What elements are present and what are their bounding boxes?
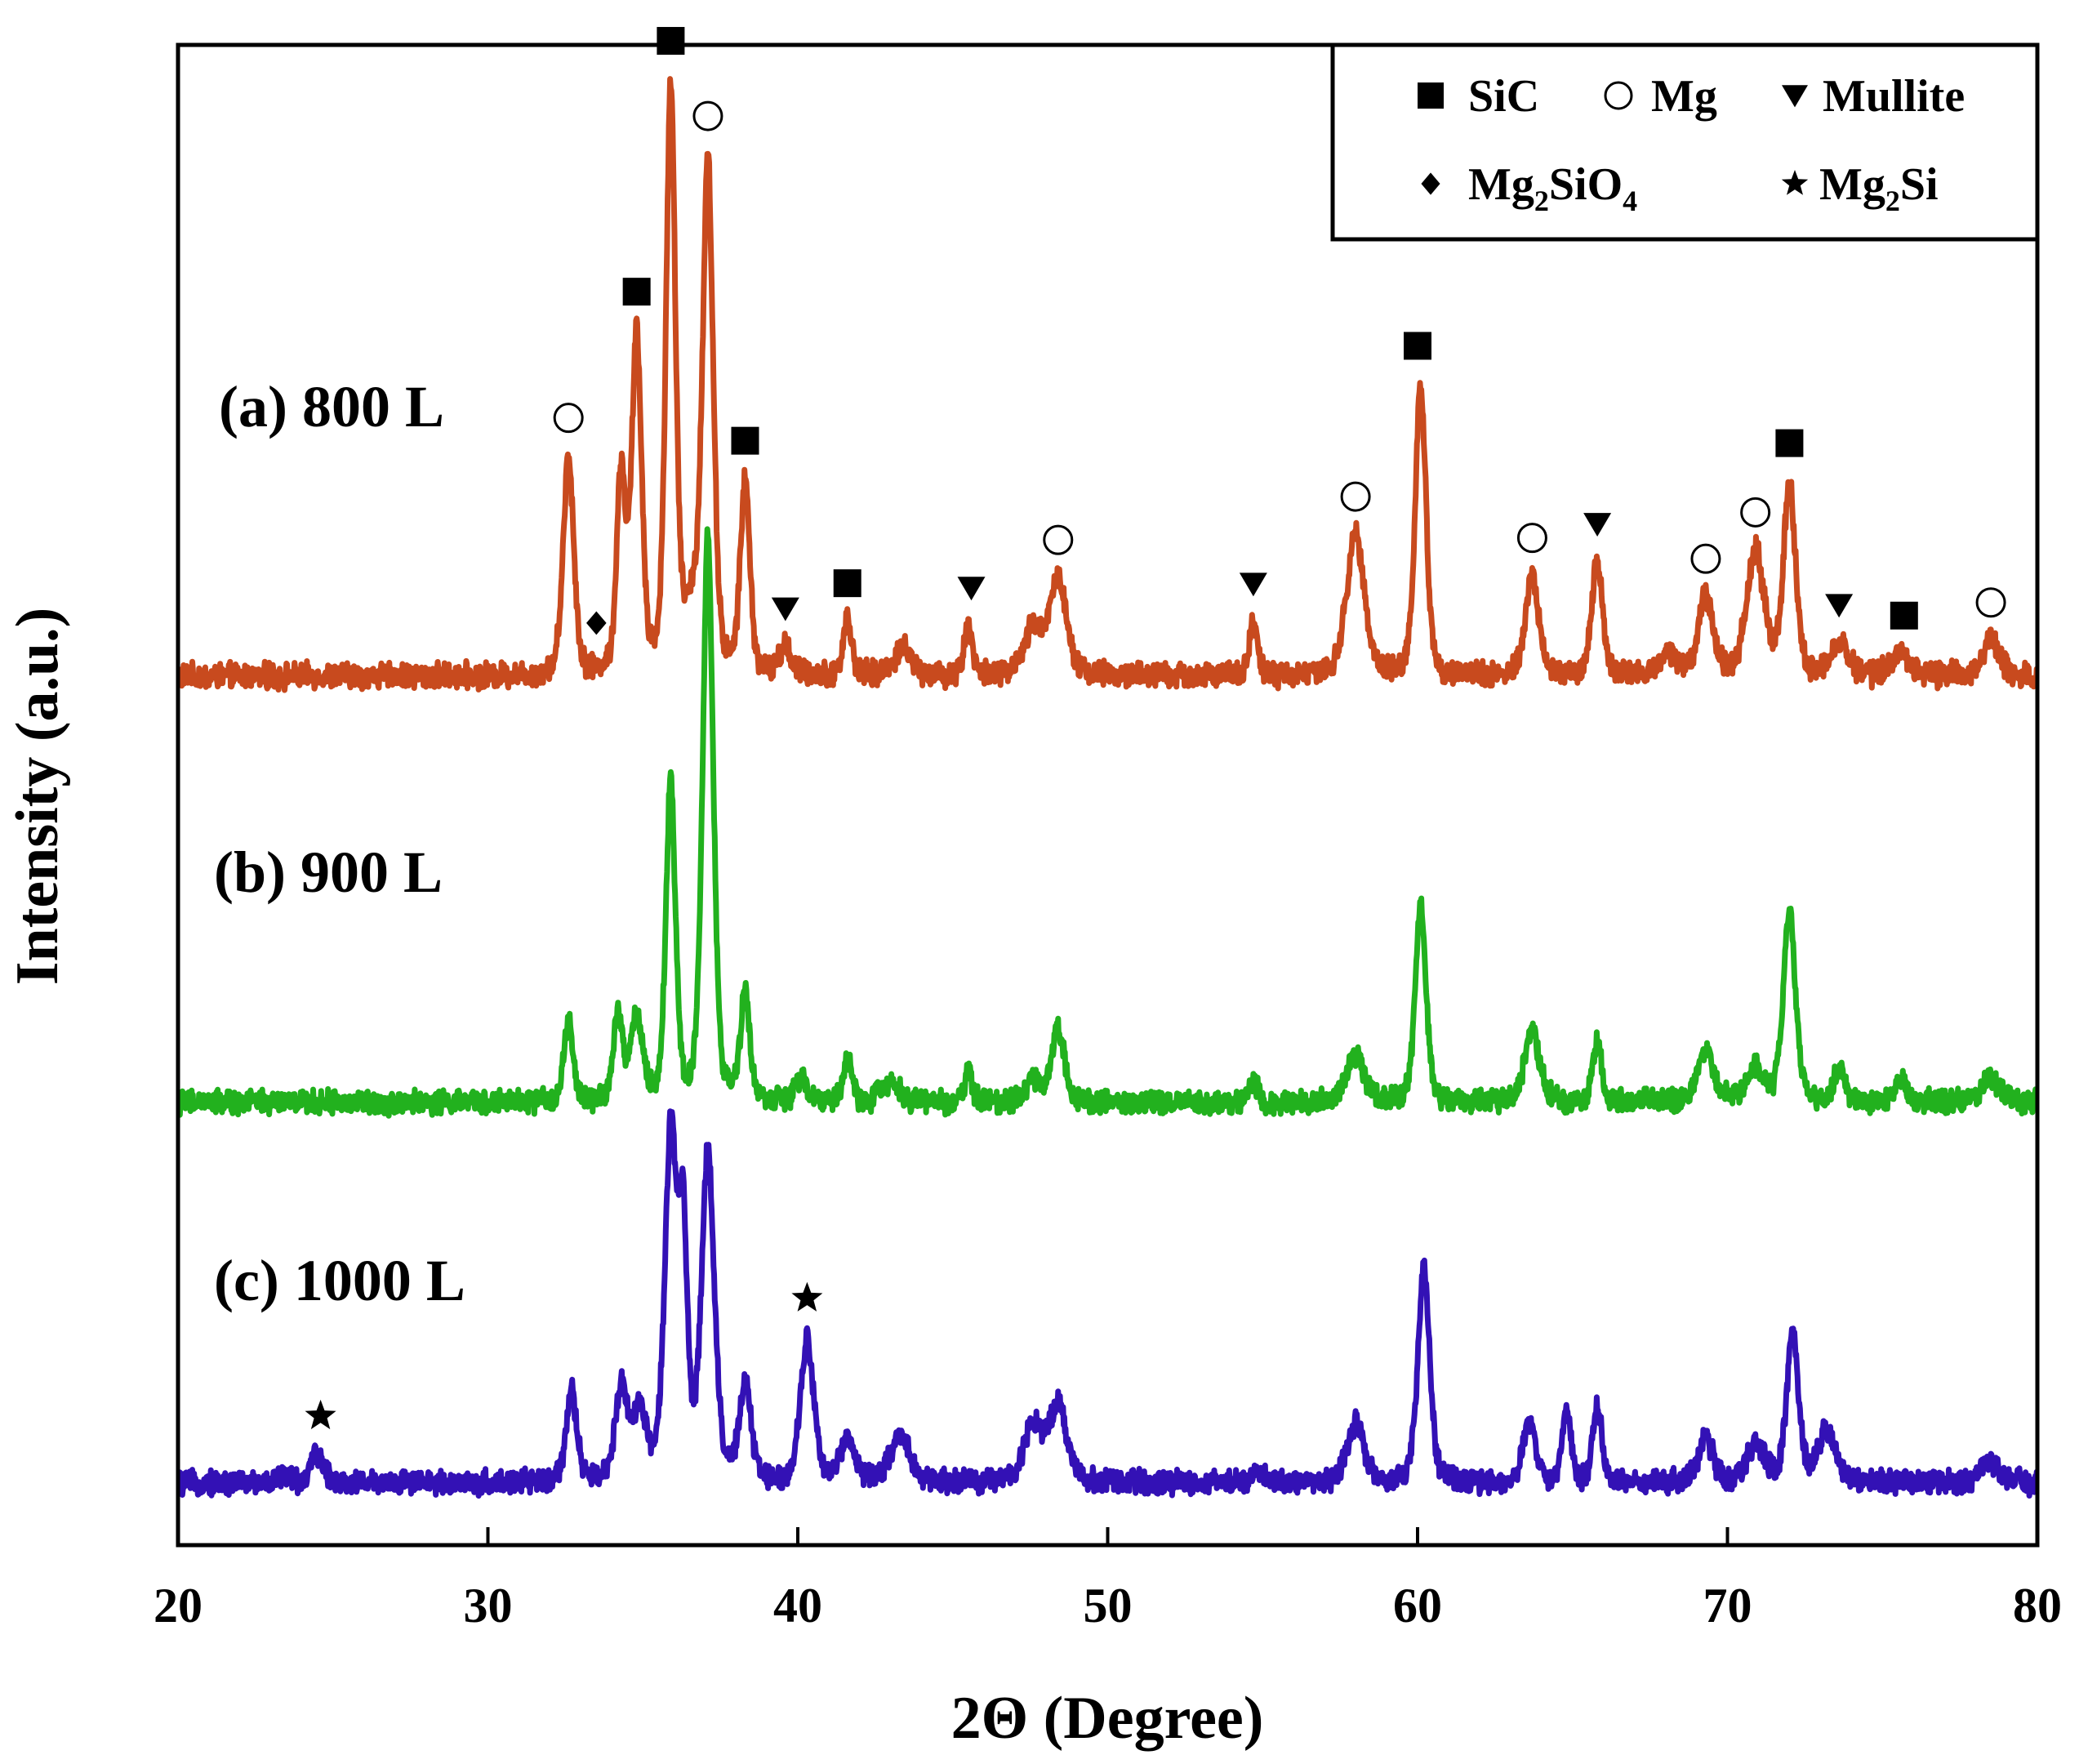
square-marker xyxy=(1890,601,1918,630)
x-tick-label: 70 xyxy=(1703,1579,1752,1633)
series-line-3 xyxy=(178,1108,2037,1499)
x-tick-label: 30 xyxy=(464,1579,513,1633)
square-marker xyxy=(731,426,759,455)
legend-circle-icon xyxy=(1604,81,1633,110)
legend-star-icon xyxy=(1781,170,1809,195)
legend-square-icon xyxy=(1418,82,1444,109)
legend-label-2: Mg xyxy=(1651,71,1717,122)
circle-marker xyxy=(553,403,584,434)
circle-marker xyxy=(692,100,723,131)
star-marker xyxy=(791,1281,823,1312)
legend-label-1: SiC xyxy=(1468,71,1539,122)
series-label-1: (a) 800 L xyxy=(219,374,444,439)
circle-marker xyxy=(1740,497,1771,528)
circle-marker xyxy=(1043,524,1074,555)
circle-marker xyxy=(1690,543,1721,574)
legend-box xyxy=(1330,42,2040,242)
x-tick-label: 80 xyxy=(2013,1579,2062,1633)
square-marker xyxy=(1775,429,1804,457)
square-marker xyxy=(833,569,861,598)
series-line-1 xyxy=(178,76,2037,693)
legend-down-triangle-icon xyxy=(1782,85,1808,108)
down-triangle-marker xyxy=(1239,572,1267,597)
series-label-3: (c) 1000 L xyxy=(214,1248,465,1313)
square-marker xyxy=(622,278,651,306)
down-triangle-marker xyxy=(957,577,986,601)
down-triangle-marker xyxy=(1583,513,1612,537)
down-triangle-marker xyxy=(1825,594,1854,618)
x-tick-label: 20 xyxy=(154,1579,203,1633)
star-marker xyxy=(305,1399,336,1430)
legend-label-3: Mullite xyxy=(1823,71,1965,122)
series-label-2: (b) 900 L xyxy=(214,840,443,905)
legend-diamond-icon xyxy=(1421,172,1440,195)
plot-frame xyxy=(176,42,2040,1548)
legend-label-5: Mg2Si xyxy=(1819,159,1939,217)
legend-label-4: Mg2SiO4 xyxy=(1468,159,1637,217)
square-marker xyxy=(657,27,685,56)
x-tick-label: 60 xyxy=(1393,1579,1442,1633)
diamond-marker xyxy=(586,611,607,635)
square-marker xyxy=(1404,332,1431,360)
circle-marker xyxy=(1975,587,2006,618)
circle-marker xyxy=(1516,523,1547,554)
x-tick-label: 40 xyxy=(773,1579,822,1633)
x-axis-title: 2Θ (Degree) xyxy=(951,1685,1264,1752)
series-line-2 xyxy=(178,526,2037,1119)
y-axis-title: Intensity (a.u.) xyxy=(4,608,71,986)
x-tick-label: 50 xyxy=(1084,1579,1133,1633)
down-triangle-marker xyxy=(771,597,799,621)
circle-marker xyxy=(1340,481,1371,512)
